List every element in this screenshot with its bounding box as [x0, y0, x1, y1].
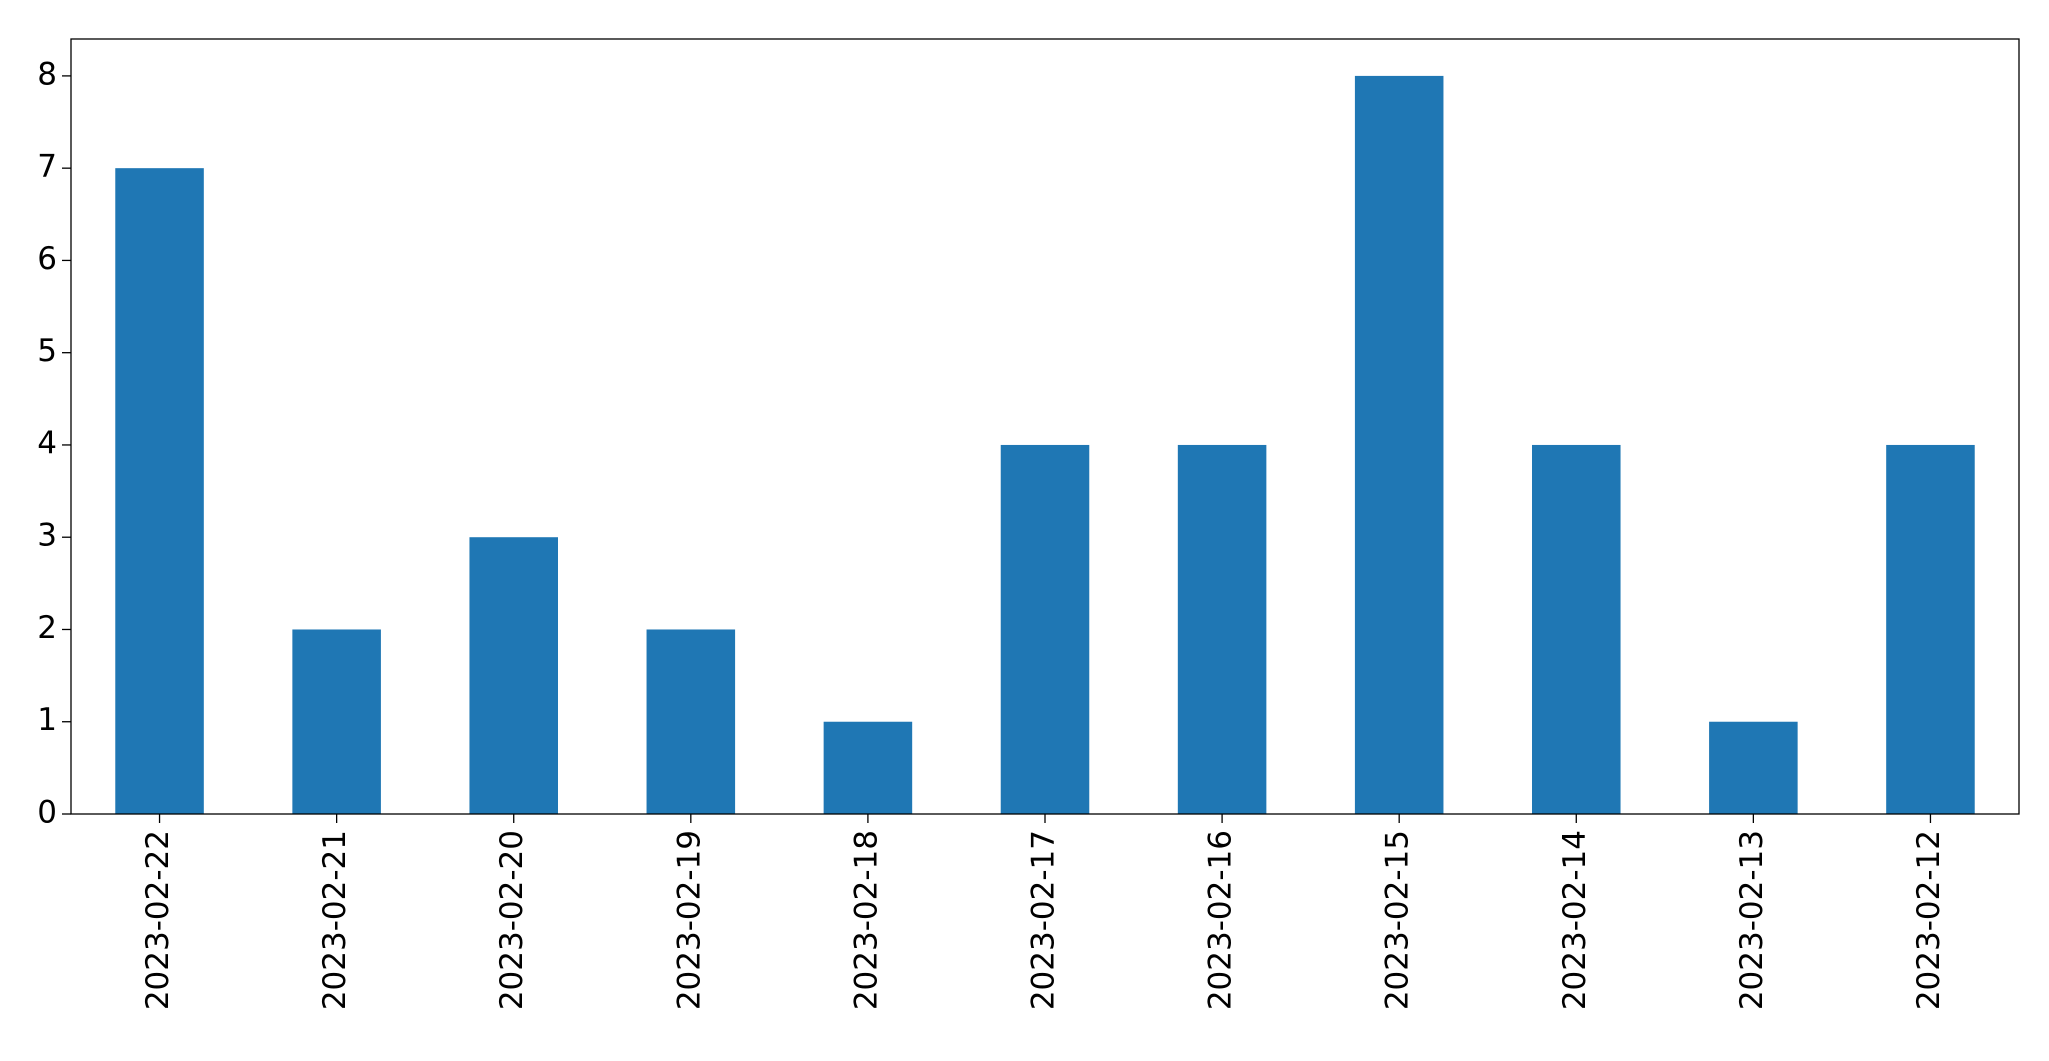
bar [1709, 721, 1798, 814]
bar [823, 721, 913, 814]
y-tick-label: 4 [37, 425, 57, 461]
y-tick-label: 0 [37, 795, 57, 831]
y-tick-label: 6 [37, 241, 57, 277]
x-tick-label: 2023-02-16 [1203, 830, 1239, 1010]
x-tick-label: 2023-02-15 [1380, 830, 1416, 1010]
x-tick-label: 2023-02-12 [1911, 830, 1947, 1010]
bar [1354, 75, 1444, 814]
y-tick-label: 5 [37, 333, 57, 369]
y-tick-label: 7 [37, 149, 57, 185]
bar [115, 168, 204, 814]
x-tick-label: 2023-02-13 [1734, 830, 1770, 1010]
plot-frame [70, 38, 2020, 815]
x-tick-label: 2023-02-14 [1557, 830, 1593, 1010]
x-tick-label: 2023-02-21 [317, 830, 353, 1010]
y-tick-label: 3 [37, 518, 57, 554]
y-tick-label: 2 [37, 610, 57, 646]
x-tick-label: 2023-02-20 [494, 830, 530, 1010]
bar [1000, 444, 1090, 814]
y-tick-label: 8 [37, 56, 57, 92]
bar [646, 629, 736, 814]
bar [1532, 444, 1621, 814]
x-tick-label: 2023-02-22 [140, 830, 176, 1010]
x-tick-label: 2023-02-18 [848, 830, 884, 1010]
bar [469, 537, 558, 814]
bar [1886, 444, 1975, 814]
x-tick-label: 2023-02-19 [671, 830, 707, 1010]
y-tick-label: 1 [37, 702, 57, 738]
bar [292, 629, 381, 814]
bar [1177, 444, 1267, 814]
x-tick-label: 2023-02-17 [1026, 830, 1062, 1010]
